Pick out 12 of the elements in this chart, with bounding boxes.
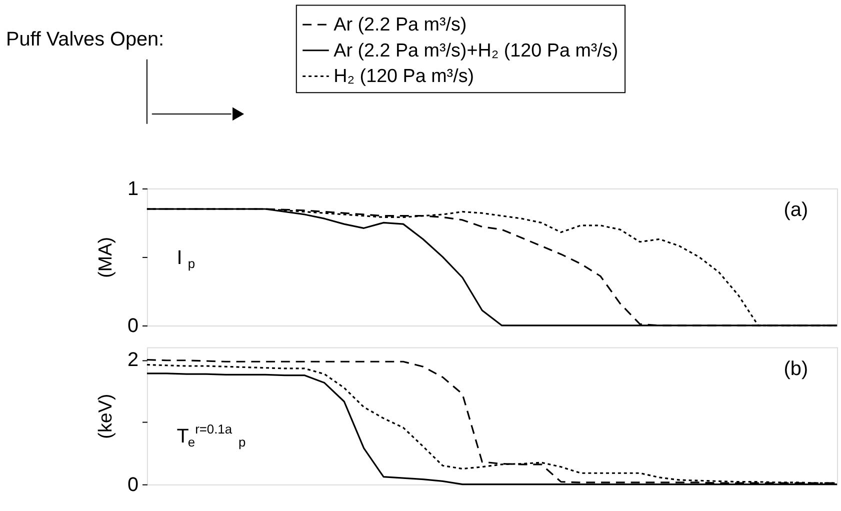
y-tick-label: 0 — [127, 474, 139, 496]
annotation: (a) — [784, 199, 808, 222]
y-tick-label: 1 — [127, 178, 139, 200]
annotation: (b) — [784, 358, 808, 380]
y-axis-title: (keV) — [94, 394, 116, 439]
legend-label: H₂ (120 Pa m³/s) — [334, 65, 474, 86]
y-axis-title: (MA) — [94, 237, 116, 278]
legend-label: Ar (2.2 Pa m³/s) — [334, 14, 467, 35]
legend-label: Ar (2.2 Pa m³/s)+H₂ (120 Pa m³/s) — [334, 39, 618, 60]
text: Puff Valves Open: — [6, 28, 164, 50]
y-tick-label: 0 — [127, 314, 139, 337]
y-tick-label: 2 — [127, 349, 139, 372]
